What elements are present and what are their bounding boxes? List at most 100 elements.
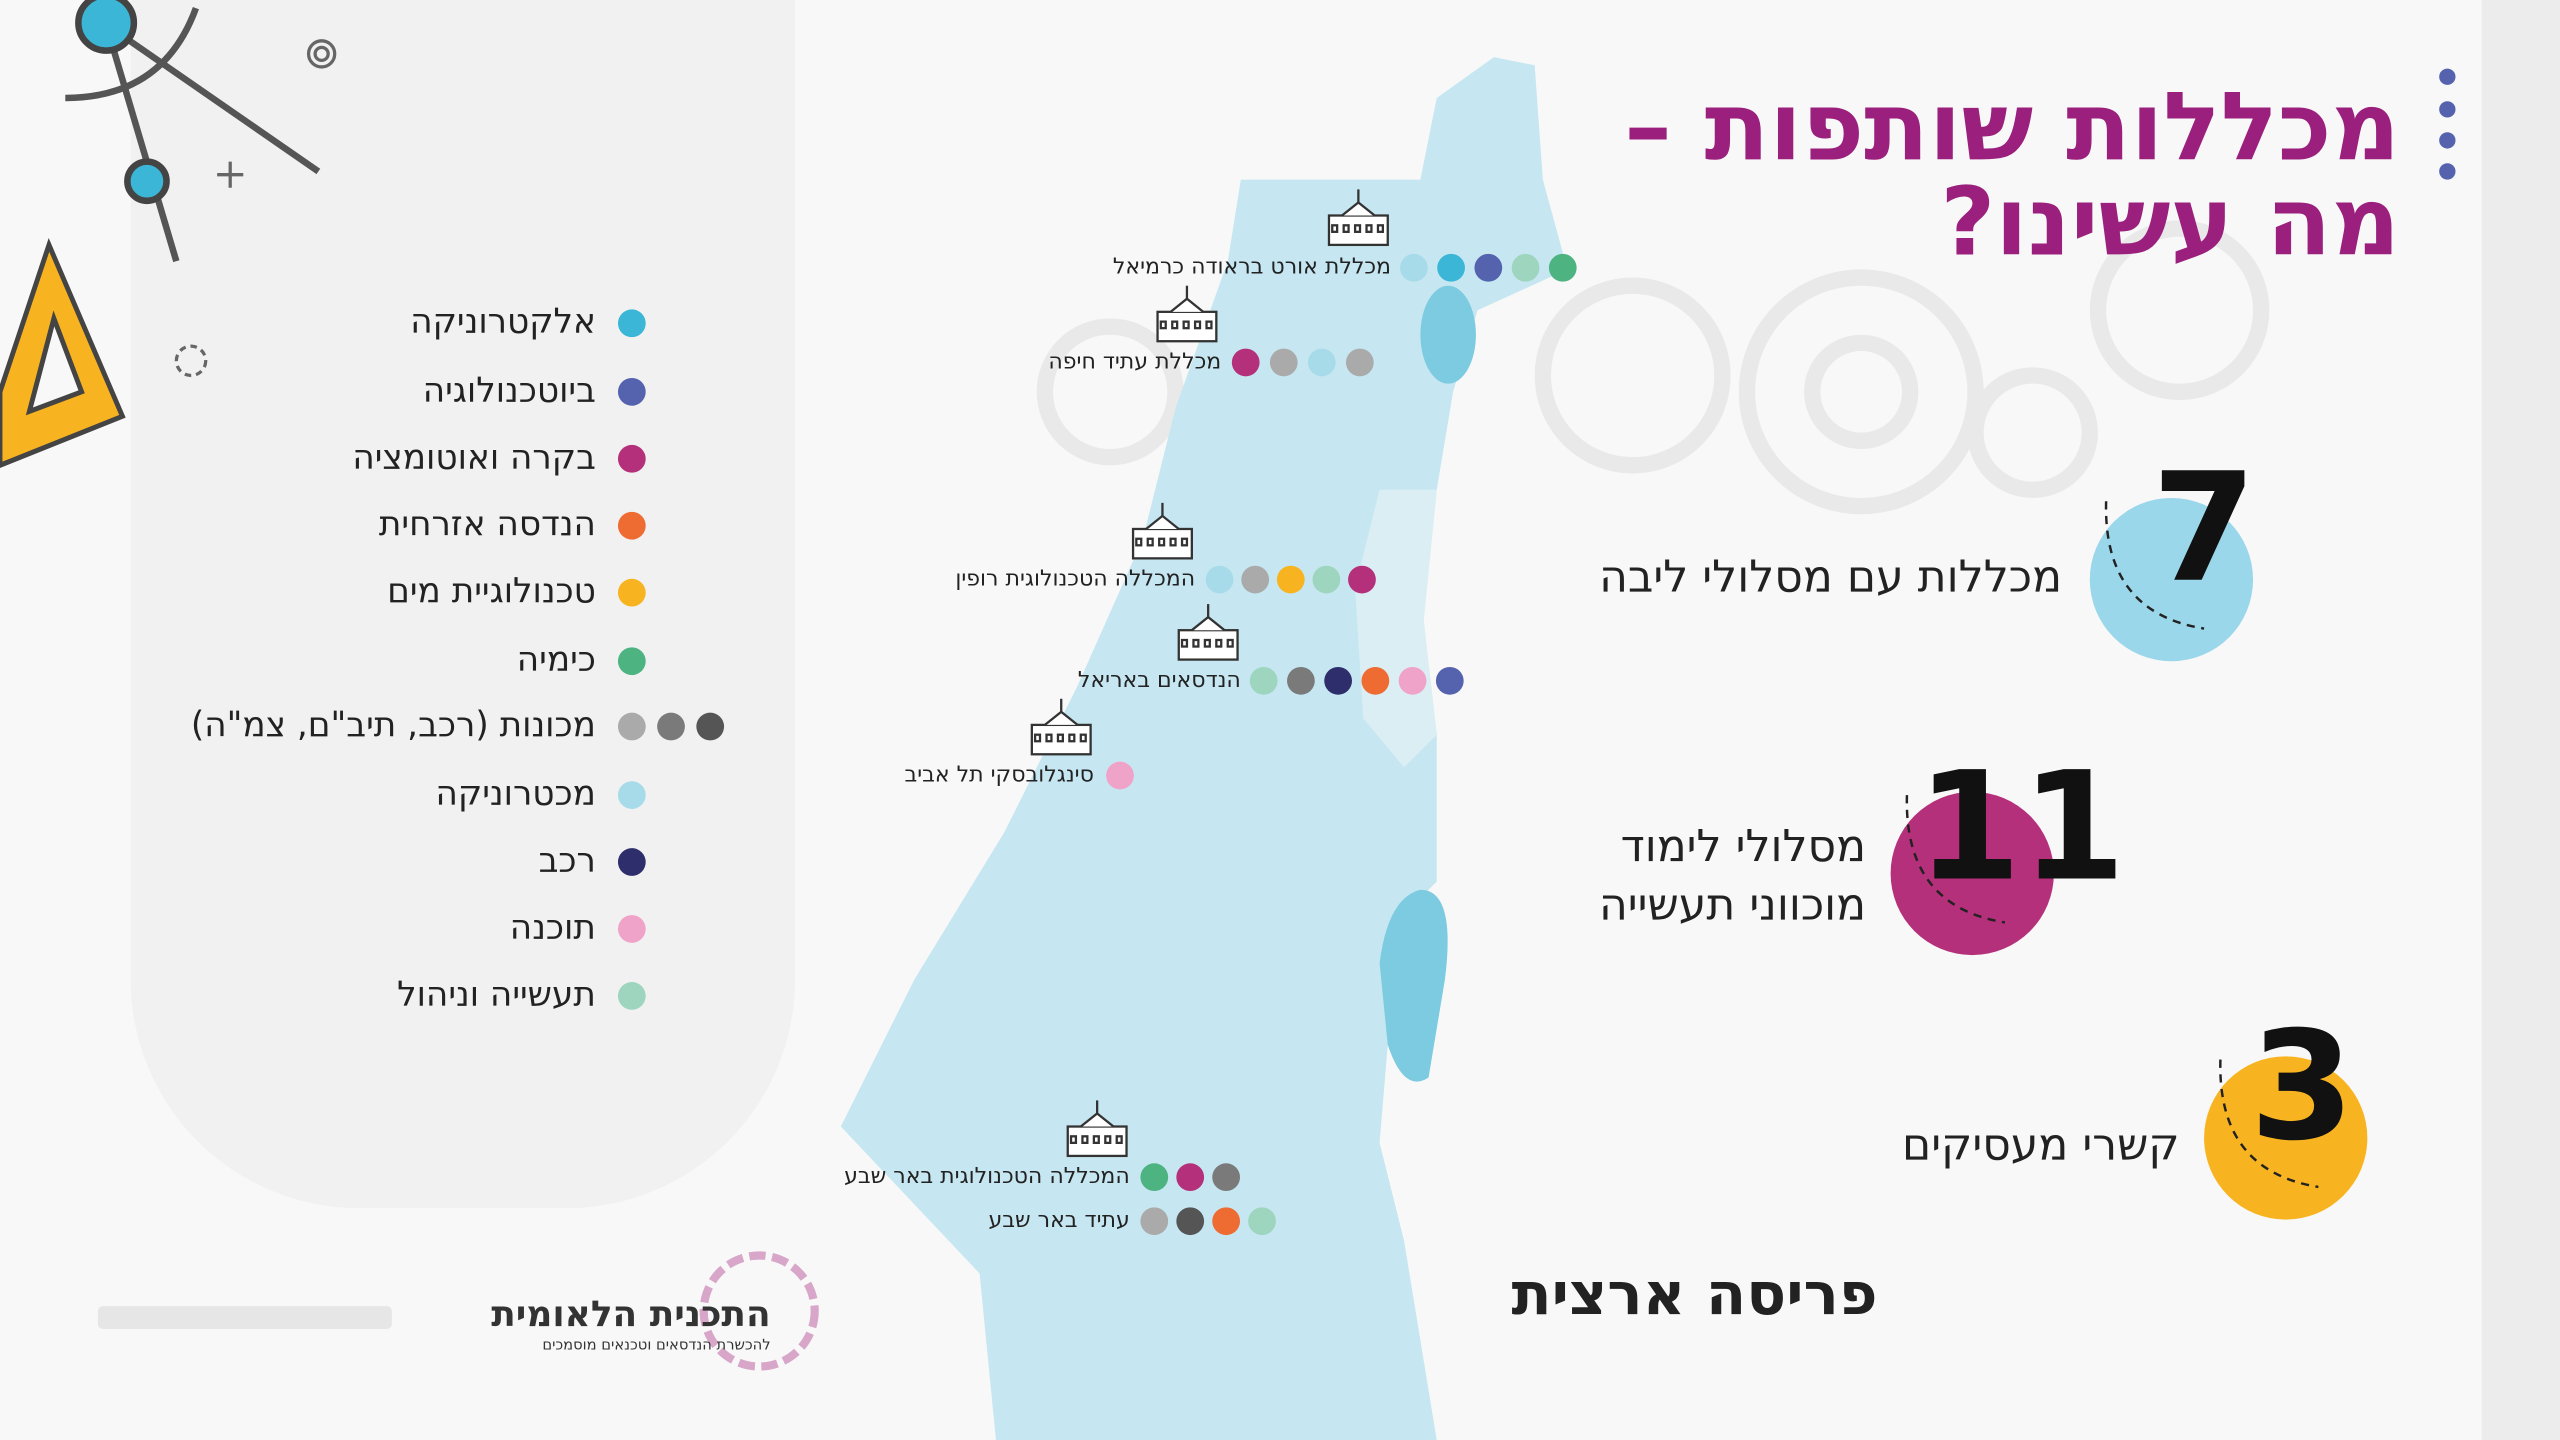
stat-label: מכללות עם מסלולי ליבה [1599, 552, 2062, 603]
college-dot [1435, 666, 1464, 695]
legend-panel [130, 0, 796, 1209]
icon-window [1056, 733, 1065, 743]
college-dot [1106, 761, 1134, 790]
stat-circle [2089, 497, 2254, 662]
legend-label: מכטרוניקה [436, 774, 596, 814]
legend-label: הנדסה אזרחית [379, 504, 596, 544]
stat-arc [2104, 501, 2205, 630]
icon-window [1033, 733, 1042, 743]
college-icon [1156, 285, 1218, 343]
icon-window [1079, 733, 1087, 743]
stat-label: מוכווני תעשייה [1599, 880, 1866, 931]
college-dot [1361, 666, 1390, 695]
college-icon [1131, 502, 1193, 560]
icon-window [1365, 224, 1373, 233]
college-dot [1241, 565, 1270, 594]
legend-label: בקרה ואוטומציה [352, 437, 596, 477]
college-dot [1212, 1207, 1240, 1236]
legend-dot [617, 781, 646, 809]
legend-dot [617, 511, 646, 540]
legend-dot [617, 915, 646, 943]
map-region [1355, 489, 1437, 768]
icon-window [1331, 224, 1339, 233]
college-name: סינגלובסקי תל אביב [905, 763, 1094, 788]
legend-label: תעשייה וניהול [397, 974, 596, 1014]
dead-sea [1379, 889, 1448, 1082]
legend-dot [617, 848, 646, 876]
icon-window [1203, 638, 1211, 648]
college-dot [1231, 348, 1260, 377]
icon-window [1069, 1135, 1078, 1144]
logo-title: התכנית הלאומית [491, 1294, 770, 1335]
stat-number: 11 [1917, 741, 2126, 915]
icon-window [1158, 537, 1166, 547]
triangle-hole [25, 310, 85, 416]
icon-window [1068, 733, 1076, 743]
gear-decoration [1036, 220, 2270, 515]
legend-dot [617, 647, 646, 676]
college-icon [1030, 698, 1092, 756]
college-dot [1437, 253, 1465, 282]
icon-window [1180, 638, 1189, 648]
title: מכללות שותפות – מה עשינו? [1624, 73, 2400, 278]
icon-window [1353, 224, 1362, 233]
college-dot [1176, 1163, 1205, 1192]
footer-caption: פריסה ארצית [1511, 1259, 1877, 1328]
college-dot [1269, 348, 1298, 377]
side-strip [2481, 0, 2560, 1440]
legend-dot [657, 712, 685, 741]
stat-label: מסלולי לימוד [1621, 821, 1866, 872]
logo-subtitle: להכשרת הנדסאים וטכנאים מוסמכים [542, 1336, 770, 1353]
icon-window [1146, 537, 1154, 547]
college-name: המכללה הטכנולוגית רופין [955, 567, 1195, 592]
college-dot [1205, 565, 1234, 594]
icon-window [1180, 537, 1189, 547]
college-dot [1176, 1207, 1205, 1236]
legend-label: טכנולוגיית מים [387, 571, 596, 611]
college-dot [1212, 1163, 1240, 1192]
icon-window [1192, 638, 1200, 648]
college-dot [1511, 253, 1540, 282]
stat-number: 3 [2250, 1000, 2355, 1174]
legend-dot [617, 982, 646, 1010]
college-dot [1276, 565, 1305, 594]
legend-label: רכב [539, 841, 596, 881]
legend-dot [696, 712, 725, 741]
title-dots [2439, 68, 2456, 180]
college-icon [1327, 189, 1389, 247]
college-dot [1249, 666, 1278, 695]
college-icon [1066, 1100, 1128, 1158]
icon-window [1115, 1135, 1123, 1144]
legend-label: ביוטכנולוגיה [423, 370, 596, 410]
icon-window [1205, 320, 1213, 330]
college-dot [1307, 348, 1336, 377]
college-dot [1312, 565, 1341, 594]
icon-window [1159, 320, 1167, 330]
sea-of-galilee [1420, 285, 1476, 384]
compass-decoration [65, 0, 321, 263]
icon-window [1376, 224, 1385, 233]
title-line: מכללות שותפות – [1624, 73, 2400, 183]
partner-logos [97, 1306, 392, 1329]
college-dot [1248, 1207, 1276, 1236]
stat-arc [1905, 795, 2006, 924]
small-decorations [174, 39, 337, 378]
icon-window [1169, 537, 1177, 547]
college-name: המכללה הטכנולוגית באר שבע [844, 1164, 1130, 1189]
legend-label: תוכנה [510, 907, 596, 947]
icon-window [1226, 638, 1234, 648]
icon-window [1092, 1135, 1100, 1144]
stat-label: קשרי מעסיקים [1902, 1120, 2180, 1171]
icon-window [1135, 537, 1143, 547]
college-name: עתיד באר שבע [989, 1208, 1130, 1233]
title-line: מה עשינו? [1940, 167, 2400, 277]
legend-dot [617, 309, 646, 338]
icon-window [1193, 320, 1202, 330]
icon-window [1182, 320, 1190, 330]
college-dot [1140, 1207, 1169, 1236]
icon-roof [1145, 514, 1180, 530]
icon-roof [1191, 615, 1226, 632]
logo-ring [699, 1251, 819, 1371]
